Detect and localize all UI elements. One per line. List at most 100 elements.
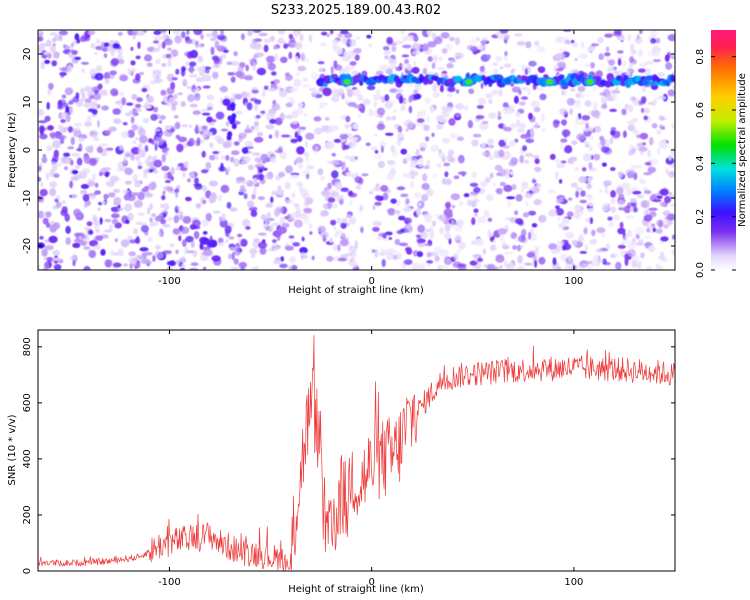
spectrogram-y-tick-label: 10 [22,96,33,109]
spectrogram-cell [513,96,519,104]
spectrogram-cell [147,236,153,242]
spectrogram-cell [231,60,240,66]
spectrogram-cell [86,221,93,227]
spectrogram-cell [103,193,109,200]
spectrogram-cell [341,218,348,224]
spectrogram-cell [43,213,47,218]
spectrogram-cell [184,38,193,44]
spectrogram-cell [225,121,230,127]
spectrogram-cell [222,141,231,149]
spectrogram-cell [253,186,257,195]
spectrogram-cell [258,173,265,181]
spectrogram-cell [385,253,394,260]
spectrogram-line-cell [558,74,565,80]
spectrogram-cell [130,67,137,73]
spectrogram-cell [411,66,420,74]
spectrogram-cell [244,140,254,148]
spectrogram-cell [119,105,123,110]
spectrogram-cell [51,140,62,149]
spectrogram-cell [566,98,576,106]
spectrogram-cell [150,113,158,121]
spectrogram-cell [186,30,190,35]
spectrogram-cell [163,203,170,211]
spectrogram-cell [344,155,350,160]
spectrogram-cell [229,247,236,251]
spectrogram-cell [135,155,140,162]
spectrogram-cell [390,198,398,204]
spectrogram-cell [79,240,88,246]
spectrogram-cell [227,253,233,260]
spectrogram-cell [260,214,267,221]
spectrogram-cell [148,138,153,144]
spectrogram-cell [425,228,431,233]
spectrogram-cell [611,130,621,138]
spectrogram-cell [233,141,240,146]
spectrogram-cell [108,192,116,198]
spectrogram-cell [499,181,506,187]
spectrogram-cell [598,259,603,263]
spectrogram-cell [477,257,484,263]
spectrogram-cell [258,32,268,37]
spectrogram-cell [395,89,404,93]
spectrogram-cell [530,100,541,108]
spectrogram-cell [413,212,417,216]
spectrogram-cell [138,128,146,137]
spectrogram-cell [432,55,439,63]
spectrogram-cell [154,47,160,53]
spectrogram-cell [136,235,140,244]
spectrogram-cell [116,168,125,172]
spectrogram-cell [554,171,559,180]
spectrogram-cell [525,201,529,207]
spectrogram-cell [152,73,162,79]
spectrogram-cell [270,35,275,42]
spectrogram-cell [84,85,90,92]
spectrogram-cell [290,139,298,144]
spectrogram-cell [209,142,214,149]
spectrogram-cell [137,212,145,216]
spectrogram-cell [64,87,74,96]
spectrogram-cell [652,199,662,203]
spectrogram-cell [521,181,529,190]
spectrogram-cell [639,62,648,67]
spectrogram-cell [95,229,100,233]
spectrogram-cell [109,224,113,231]
spectrogram-cell [209,198,217,203]
spectrogram-cell [647,102,655,105]
spectrogram-cell [431,62,436,69]
spectrogram-cell [449,59,457,63]
spectrogram-cell [296,70,300,78]
spectrogram-cell [538,256,546,265]
spectrogram-cell [155,137,165,146]
spectrogram-cell [354,156,359,160]
snr-x-tick-label: 100 [564,577,583,588]
spectrogram-cell [413,93,422,100]
spectrogram-cell [337,244,341,252]
spectrogram-cell [495,254,505,263]
spectrogram-cell [557,266,562,270]
spectrogram-cell [152,106,159,113]
spectrogram-cell [46,102,50,110]
spectrogram-cell [494,266,499,270]
spectrogram-cell [353,140,357,148]
spectrogram-cell [247,30,253,37]
spectrogram-cell [154,244,162,250]
spectrogram-cell [467,199,473,207]
spectrogram-cell [84,121,93,127]
spectrogram-cell [388,64,397,70]
spectrogram-cell [629,206,635,213]
spectrogram-cell [289,96,294,102]
spectrogram-cell [555,67,564,72]
spectrogram-cell [580,190,586,197]
spectrogram-cell [451,204,456,209]
spectrogram-cell [337,33,344,38]
spectrogram-cell [56,201,62,208]
spectrogram-cell [137,161,143,166]
colorbar-tick-label: 0.4 [695,155,706,171]
spectrogram-cell [515,111,521,118]
spectrogram-cell [335,229,343,235]
spectrogram-cell [74,33,80,41]
spectrogram-cell [498,89,503,97]
spectrogram-cell [572,41,578,48]
spectrogram-cell [317,168,324,176]
spectrogram-cell [240,238,248,247]
